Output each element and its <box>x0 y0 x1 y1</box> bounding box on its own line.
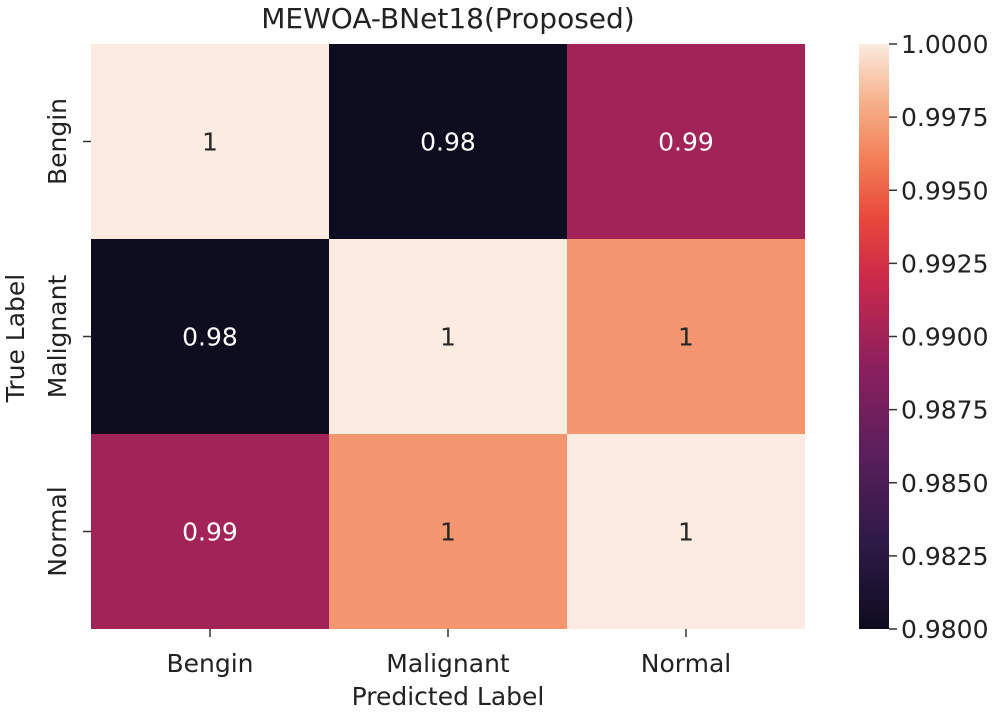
colorbar-tick-label: 0.9900 <box>901 323 988 352</box>
x-tick-label: Malignant <box>386 649 510 678</box>
heatmap-cell <box>91 434 329 629</box>
colorbar-ticks: 0.9800 0.9825 0.9850 0.9875 0.9900 0.9925 0.99… <box>889 30 988 644</box>
colorbar <box>859 44 889 629</box>
y-axis-label: True Label <box>1 274 30 404</box>
y-tick-label: Malignant <box>43 275 72 399</box>
heatmap-cell <box>329 434 567 629</box>
colorbar-tick-label: 0.9850 <box>901 469 988 498</box>
colorbar-tick-label: 1.0000 <box>901 30 988 59</box>
colorbar-tick-label: 0.9975 <box>901 103 988 132</box>
x-axis-label: Predicted Label <box>352 682 545 711</box>
heatmap-cell <box>329 44 567 239</box>
cell-value-label: 0.99 <box>658 128 714 157</box>
colorbar-tick-label: 0.9800 <box>901 615 988 644</box>
cell-value-label: 1 <box>202 128 218 157</box>
x-tick-label: Normal <box>641 649 731 678</box>
x-tick-label: Bengin <box>166 649 253 678</box>
heatmap-cells: 1 0.98 0.99 0.98 1 1 0.99 1 1 <box>91 44 805 629</box>
heatmap-cell <box>329 239 567 434</box>
chart-title: MEWOA-BNet18(Proposed) <box>261 2 634 35</box>
cell-value-label: 0.99 <box>182 518 238 547</box>
cell-value-label: 0.98 <box>182 323 238 352</box>
heatmap-cell <box>567 239 805 434</box>
cell-value-label: 1 <box>440 323 456 352</box>
colorbar-tick-label: 0.9875 <box>901 396 988 425</box>
cell-value-label: 1 <box>440 518 456 547</box>
heatmap-cell <box>567 44 805 239</box>
colorbar-tick-label: 0.9950 <box>901 176 988 205</box>
colorbar-tick-label: 0.9825 <box>901 542 988 571</box>
y-tick-labels: Bengin Malignant Normal <box>43 98 91 577</box>
cell-value-label: 1 <box>678 518 694 547</box>
x-tick-labels: Bengin Malignant Normal <box>166 629 731 678</box>
heatmap-cell <box>91 44 329 239</box>
y-tick-label: Bengin <box>43 98 72 185</box>
heatmap-cell <box>567 434 805 629</box>
cell-value-label: 1 <box>678 323 694 352</box>
colorbar-tick-label: 0.9925 <box>901 249 988 278</box>
cell-value-label: 0.98 <box>420 128 476 157</box>
heatmap-cell <box>91 239 329 434</box>
y-tick-label: Normal <box>43 486 72 576</box>
